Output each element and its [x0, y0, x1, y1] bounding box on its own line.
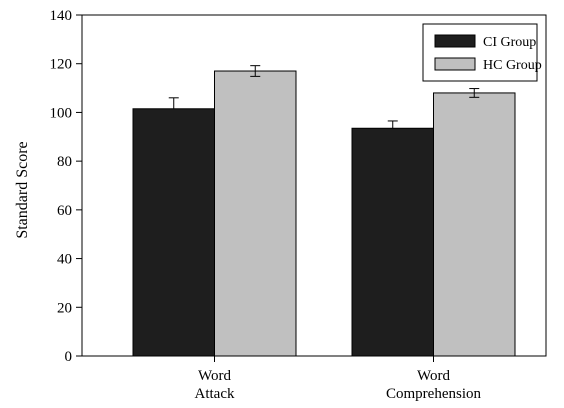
- y-tick-label: 100: [50, 105, 73, 121]
- bar-ci-0: [132, 108, 215, 357]
- x-tick-label: Word: [417, 368, 450, 384]
- legend-label-ci: CI Group: [483, 35, 536, 50]
- y-tick-label: 140: [50, 8, 73, 24]
- bar-ci-1: [351, 127, 434, 357]
- x-tick-label: Comprehension: [386, 386, 481, 402]
- legend: CI Group HC Group: [422, 23, 542, 82]
- y-axis-label: Standard Score: [14, 141, 31, 238]
- y-axis: 0 20 40 60 80 100 120 140: [50, 8, 82, 365]
- y-tick-label: 60: [57, 203, 72, 219]
- legend-swatch-hc: [434, 57, 476, 71]
- x-tick-label: Attack: [195, 386, 235, 402]
- legend-swatch-ci: [434, 34, 476, 48]
- y-tick-label: 40: [57, 252, 72, 268]
- plot-border: [81, 14, 547, 357]
- y-tick-label: 120: [50, 57, 73, 73]
- bar-hc-1: [433, 92, 516, 357]
- bar-hc-0: [214, 70, 297, 357]
- x-tick-label: Word: [198, 368, 231, 384]
- x-axis: Word Attack Word Comprehension: [195, 356, 481, 402]
- bars: [132, 70, 516, 357]
- y-tick-label: 0: [65, 349, 73, 365]
- legend-box: [422, 23, 538, 82]
- legend-label-hc: HC Group: [483, 58, 542, 73]
- y-tick-label: 20: [57, 300, 72, 316]
- plot-frame: [81, 14, 547, 357]
- y-tick-label: 80: [57, 154, 72, 170]
- error-bars: [168, 65, 480, 129]
